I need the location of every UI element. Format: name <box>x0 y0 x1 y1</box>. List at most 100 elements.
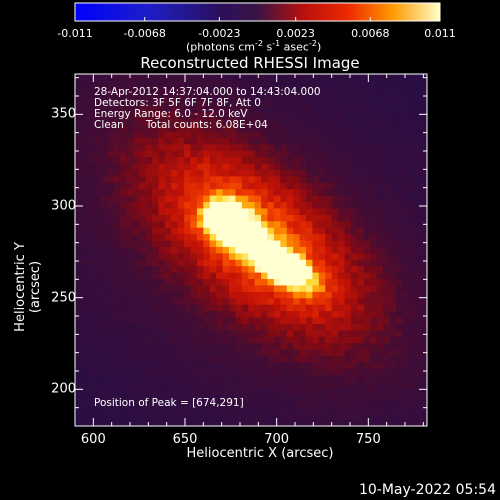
heatmap-cell <box>139 316 147 324</box>
heatmap-cell <box>273 361 281 369</box>
heatmap-cell <box>229 239 237 247</box>
x-tick-label: 700 <box>264 432 290 447</box>
heatmap-cell <box>261 233 269 241</box>
heatmap-cell <box>344 259 352 267</box>
heatmap-cell <box>299 297 307 305</box>
heatmap-cell <box>216 85 224 93</box>
heatmap-cell <box>113 284 121 292</box>
heatmap-cell <box>273 381 281 389</box>
heatmap-cell <box>273 227 281 235</box>
heatmap-cell <box>158 374 166 382</box>
heatmap-cell <box>107 278 115 286</box>
heatmap-cell <box>415 98 423 106</box>
heatmap-cell <box>363 137 371 145</box>
heatmap-cell <box>415 361 423 369</box>
heatmap-cell <box>331 182 339 190</box>
heatmap-cell <box>100 246 108 254</box>
heatmap-cell <box>248 207 256 215</box>
heatmap-cell <box>235 79 243 87</box>
heatmap-cell <box>152 278 160 286</box>
heatmap-cell <box>177 239 185 247</box>
heatmap-cell <box>261 188 269 196</box>
heatmap-cell <box>171 329 179 337</box>
heatmap-cell <box>261 329 269 337</box>
heatmap-cell <box>306 220 314 228</box>
heatmap-cell <box>402 272 410 280</box>
heatmap-cell <box>395 310 403 318</box>
heatmap-cell <box>119 150 127 158</box>
heatmap-cell <box>312 297 320 305</box>
heatmap-cell <box>216 400 224 408</box>
heatmap-cell <box>81 207 89 215</box>
heatmap-cell <box>81 195 89 203</box>
heatmap-cell <box>87 195 95 203</box>
heatmap-cell <box>158 355 166 363</box>
heatmap-cell <box>395 278 403 286</box>
heatmap-cell <box>139 342 147 350</box>
heatmap-cell <box>421 195 427 203</box>
heatmap-cell <box>267 278 275 286</box>
heatmap-cell <box>370 111 378 119</box>
heatmap-cell <box>229 374 237 382</box>
heatmap-cell <box>376 355 384 363</box>
heatmap-cell <box>395 252 403 260</box>
heatmap-cell <box>376 265 384 273</box>
heatmap-cell <box>357 304 365 312</box>
heatmap-cell <box>94 355 102 363</box>
heatmap-cell <box>75 310 83 318</box>
heatmap-cell <box>164 233 172 241</box>
heatmap-cell <box>280 150 288 158</box>
heatmap-cell <box>325 374 333 382</box>
heatmap-cell <box>100 342 108 350</box>
heatmap-cell <box>113 349 121 357</box>
heatmap-cell <box>94 175 102 183</box>
heatmap-cell <box>254 310 262 318</box>
heatmap-cell <box>190 130 198 138</box>
heatmap-cell <box>402 150 410 158</box>
heatmap-cell <box>312 118 320 126</box>
heatmap-cell <box>229 259 237 267</box>
heatmap-cell <box>267 239 275 247</box>
heatmap-cell <box>132 329 140 337</box>
heatmap-cell <box>370 188 378 196</box>
heatmap-cell <box>209 162 217 170</box>
heatmap-cell <box>331 361 339 369</box>
heatmap-cell <box>325 381 333 389</box>
heatmap-cell <box>344 239 352 247</box>
heatmap-cell <box>312 105 320 113</box>
heatmap-cell <box>209 297 217 305</box>
heatmap-cell <box>145 355 153 363</box>
heatmap-cell <box>113 342 121 350</box>
heatmap-cell <box>171 156 179 164</box>
heatmap-cell <box>94 130 102 138</box>
heatmap-cell <box>229 150 237 158</box>
heatmap-cell <box>383 323 391 331</box>
heatmap-cell <box>299 169 307 177</box>
heatmap-cell <box>209 406 217 414</box>
heatmap-cell <box>312 79 320 87</box>
heatmap-cell <box>350 74 358 81</box>
heatmap-cell <box>261 227 269 235</box>
heatmap-cell <box>222 265 230 273</box>
heatmap-cell <box>254 195 262 203</box>
heatmap-cell <box>100 361 108 369</box>
heatmap-cell <box>184 188 192 196</box>
heatmap-cell <box>261 336 269 344</box>
heatmap-cell <box>299 265 307 273</box>
heatmap-cell <box>75 98 83 106</box>
heatmap-cell <box>267 233 275 241</box>
heatmap-cell <box>87 349 95 357</box>
heatmap-cell <box>395 374 403 382</box>
heatmap-cell <box>216 310 224 318</box>
heatmap-cell <box>152 169 160 177</box>
heatmap-cell <box>196 406 204 414</box>
heatmap-cell <box>376 195 384 203</box>
heatmap-cell <box>408 323 416 331</box>
heatmap-cell <box>286 214 294 222</box>
heatmap-cell <box>293 130 301 138</box>
heatmap-cell <box>184 259 192 267</box>
heatmap-cell <box>164 79 172 87</box>
heatmap-cell <box>177 233 185 241</box>
heatmap-cell <box>75 195 83 203</box>
heatmap-cell <box>145 124 153 132</box>
